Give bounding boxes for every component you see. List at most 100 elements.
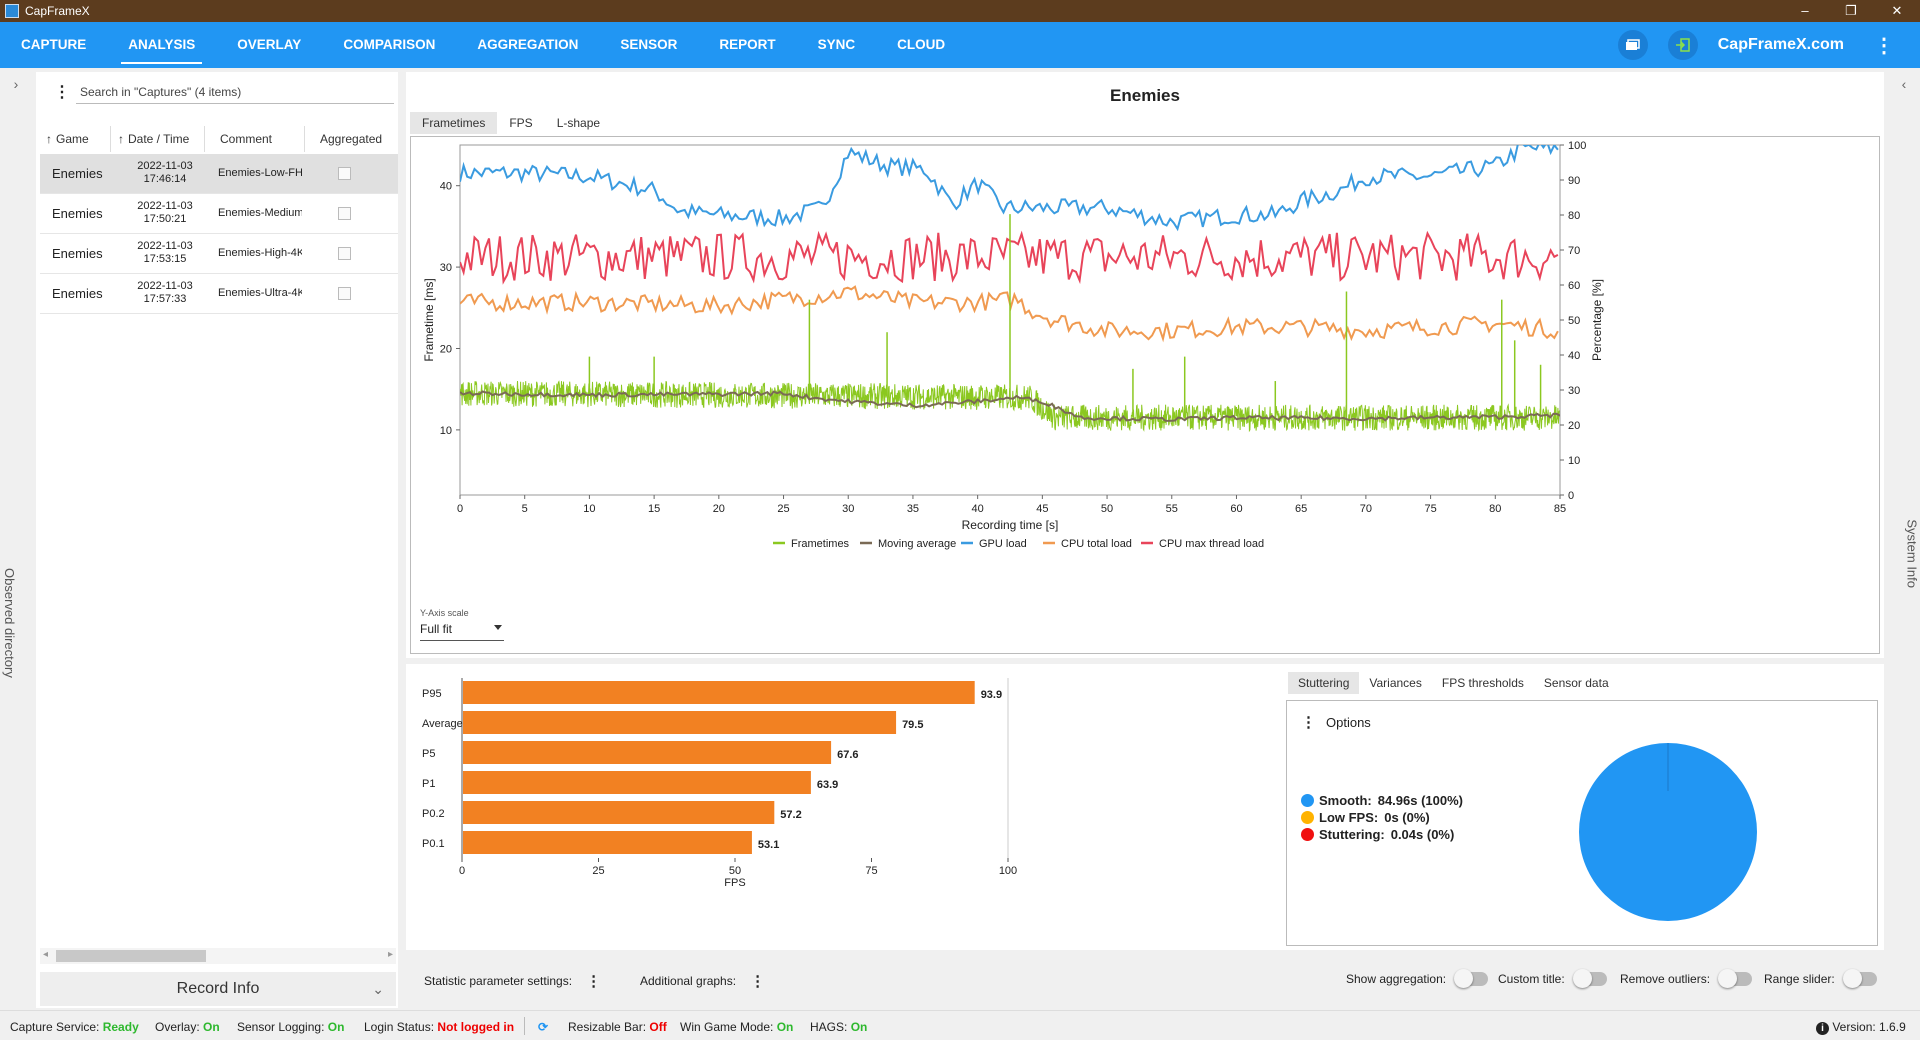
nav-tab-capture[interactable]: CAPTURE — [21, 37, 87, 52]
range-slider: Range slider: — [1764, 969, 1877, 988]
y2-tick-label: 20 — [1568, 420, 1580, 432]
observed-directory-rail[interactable]: › Observed directory — [0, 68, 32, 1008]
screenshot-button[interactable] — [1617, 30, 1648, 60]
chevron-right-icon[interactable]: › — [13, 76, 19, 92]
capture-row[interactable]: Enemies 2022-11-03 17:46:14 Enemies-Low-F… — [40, 154, 398, 194]
scrollbar-thumb[interactable] — [56, 950, 206, 962]
nav-tab-comparison[interactable]: COMPARISON — [343, 37, 436, 52]
bar-average — [463, 711, 897, 734]
frametime-chart[interactable]: 0 5 10 15 20 25 30 35 40 45 50 55 60 65 70 75 80 85 10 20 30… — [410, 136, 1880, 654]
y2-tick-label: 50 — [1568, 315, 1580, 327]
x-tick-label: 85 — [1554, 503, 1566, 515]
chevron-down-icon: ⌄ — [372, 981, 384, 997]
bar-x-tick-label: 25 — [592, 865, 604, 877]
observed-directory-label[interactable]: Observed directory — [2, 568, 17, 678]
nav-tab-sync[interactable]: SYNC — [817, 37, 856, 52]
tab-variances[interactable]: Variances — [1369, 676, 1422, 690]
y-axis-scale-select[interactable]: Full fit — [420, 622, 504, 641]
scroll-left-icon[interactable]: ◂ — [43, 949, 49, 960]
y-axis-scale: Y-Axis scale Full fit — [420, 608, 504, 641]
range-slider-toggle[interactable] — [1842, 969, 1877, 988]
capture-row[interactable]: Enemies 2022-11-03 17:57:33 Enemies-Ultra… — [40, 274, 398, 314]
stuttering-options-button[interactable]: ⋮ Options — [1301, 714, 1371, 731]
nav-tab-aggregation[interactable]: AGGREGATION — [477, 37, 579, 52]
bar-value-label: 93.9 — [981, 689, 1002, 701]
remove-outliers-toggle[interactable] — [1718, 969, 1753, 988]
aggregated-checkbox[interactable] — [338, 207, 351, 220]
aggregated-checkbox[interactable] — [338, 167, 351, 180]
statistic-parameter-settings[interactable]: Statistic parameter settings: ⋮ — [424, 973, 602, 990]
column-header-game[interactable]: ↑ Game — [46, 132, 89, 146]
system-info-label[interactable]: System Info — [1905, 519, 1920, 588]
additional-graphs[interactable]: Additional graphs: ⋮ — [640, 973, 766, 990]
chevron-left-icon[interactable]: ‹ — [1901, 76, 1907, 92]
column-divider — [204, 126, 205, 152]
y-tick-label: 10 — [440, 425, 452, 437]
nav-tab-report[interactable]: REPORT — [719, 37, 776, 52]
frametime-plot[interactable]: 0 5 10 15 20 25 30 35 40 45 50 55 60 65 70 75 80 85 10 20 30… — [411, 137, 1879, 653]
tab-sensor-data[interactable]: Sensor data — [1543, 676, 1609, 690]
nav-tab-sensor[interactable]: SENSOR — [620, 37, 678, 52]
chart-title: Enemies — [1110, 86, 1180, 105]
capture-datetime: 2022-11-03 17:50:21 — [137, 200, 193, 225]
show-aggregation-toggle[interactable] — [1454, 969, 1489, 988]
nav-tab-cloud[interactable]: CLOUD — [897, 37, 946, 52]
captures-horizontal-scrollbar[interactable]: ◂ ▸ — [40, 948, 396, 964]
capture-row[interactable]: Enemies 2022-11-03 17:50:21 Enemies-Mediu… — [40, 194, 398, 234]
series-group — [460, 145, 1560, 433]
x-tick-label: 25 — [777, 503, 789, 515]
column-header-comment[interactable]: Comment — [220, 132, 273, 146]
app-logo-icon — [5, 4, 19, 18]
y-tick-label: 30 — [440, 262, 452, 274]
record-info-expander[interactable]: Record Info ⌄ — [40, 972, 396, 1006]
x-tick-label: 60 — [1230, 503, 1242, 515]
status-refresh[interactable]: ⟳ — [538, 1020, 548, 1034]
bar-value-label: 57.2 — [780, 809, 801, 821]
x-tick-label: 0 — [457, 503, 463, 515]
more-menu-icon[interactable]: ⋮ — [1874, 34, 1894, 57]
login-icon — [1675, 38, 1690, 52]
captures-search-input[interactable]: Search in "Captures" (4 items) — [76, 78, 394, 104]
login-button[interactable] — [1667, 30, 1698, 60]
bar-value-label: 79.5 — [902, 719, 923, 731]
legend-moving-average-label: Moving average — [878, 538, 956, 550]
bar-x-tick-label: 75 — [865, 865, 877, 877]
custom-title-toggle[interactable] — [1572, 969, 1607, 988]
bar-category-label: P95 — [422, 688, 442, 700]
minimize-button[interactable]: – — [1801, 3, 1809, 18]
tab-stuttering[interactable]: Stuttering — [1288, 672, 1360, 694]
nav-tab-overlay[interactable]: OVERLAY — [237, 37, 302, 52]
x-tick-label: 5 — [522, 503, 528, 515]
aggregated-checkbox[interactable] — [338, 287, 351, 300]
capture-datetime: 2022-11-03 17:53:15 — [137, 240, 193, 265]
tab-frametimes[interactable]: Frametimes — [410, 112, 498, 134]
stuttering-pie-chart — [1579, 743, 1757, 921]
status-login: Login Status: Not logged in — [364, 1020, 515, 1034]
legend-frametimes-label: Frametimes — [791, 538, 850, 550]
column-header-datetime[interactable]: ↑ Date / Time — [118, 132, 190, 146]
tab-l-shape[interactable]: L-shape — [556, 116, 601, 130]
bar-x-tick-label: 100 — [999, 865, 1017, 877]
system-info-rail[interactable]: ‹ System Info — [1888, 68, 1920, 1008]
website-link[interactable]: CapFrameX.com — [1717, 36, 1844, 53]
refresh-icon: ⟳ — [538, 1020, 549, 1034]
captures-menu-icon[interactable]: ⋮ — [54, 84, 70, 101]
column-header-aggregated[interactable]: Aggregated — [320, 132, 383, 146]
tab-fps-thresholds[interactable]: FPS thresholds — [1441, 676, 1524, 690]
status-overlay: Overlay: On — [155, 1020, 220, 1034]
graphs-menu-icon: ⋮ — [750, 973, 766, 990]
series-moving-average — [460, 390, 1560, 422]
settings-menu-icon: ⋮ — [586, 973, 602, 990]
scroll-right-icon[interactable]: ▸ — [387, 949, 393, 960]
close-button[interactable]: ✕ — [1891, 3, 1903, 18]
bar-x-tick-label: 50 — [729, 865, 741, 877]
tab-fps[interactable]: FPS — [509, 116, 533, 130]
nav-tab-analysis[interactable]: ANALYSIS — [107, 22, 216, 68]
capture-game: Enemies — [52, 286, 103, 301]
aggregated-checkbox[interactable] — [338, 247, 351, 260]
y2-tick-label: 0 — [1568, 490, 1574, 502]
capture-row[interactable]: Enemies 2022-11-03 17:53:15 Enemies-High-… — [40, 234, 398, 274]
restore-button[interactable]: ❐ — [1845, 3, 1857, 18]
show-aggregation: Show aggregation: — [1346, 969, 1489, 988]
y2-tick-label: 100 — [1568, 140, 1586, 152]
